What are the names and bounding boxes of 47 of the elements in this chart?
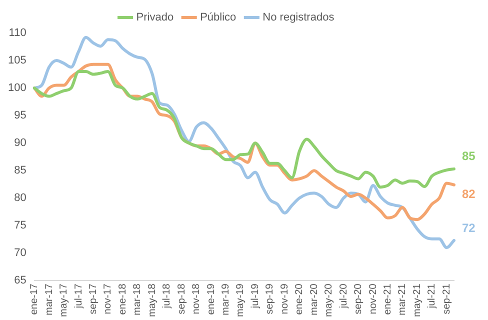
x-tick-label: mar-21 xyxy=(397,283,408,316)
x-tick-label: jul-17 xyxy=(73,283,84,310)
y-tick-label: 80 xyxy=(14,192,26,204)
x-tick-label: may-17 xyxy=(58,283,70,318)
x-tick-label: sep-19 xyxy=(264,283,276,314)
data-label: 72 xyxy=(462,220,476,235)
y-tick-label: 90 xyxy=(14,137,26,150)
y-tick-label: 70 xyxy=(14,247,26,260)
x-tick-label: jul-19 xyxy=(250,283,261,310)
x-tick-label: sep-20 xyxy=(353,283,364,314)
x-tick-label: nov-17 xyxy=(102,283,114,314)
x-tick-label: nov-19 xyxy=(279,283,290,314)
x-tick-label: may-18 xyxy=(146,283,158,318)
y-tick-label: 85 xyxy=(14,164,26,177)
x-tick-label: sep-17 xyxy=(88,283,99,314)
x-tick-label: ene-17 xyxy=(29,283,40,315)
y-tick-label: 65 xyxy=(14,274,26,287)
y-tick-label: 95 xyxy=(14,110,26,122)
x-tick-label: nov-18 xyxy=(191,283,202,314)
y-tick-label: 100 xyxy=(8,82,26,94)
x-tick-label: may-20 xyxy=(324,283,335,318)
x-tick-label: may-21 xyxy=(412,283,423,318)
legend-label: Público xyxy=(200,12,236,24)
x-tick-label: mar-17 xyxy=(44,283,55,316)
x-tick-label: nov-20 xyxy=(368,283,379,314)
x-tick-label: mar-18 xyxy=(132,283,144,316)
x-tick-label: jul-18 xyxy=(162,283,173,310)
y-tick-label: 75 xyxy=(14,220,26,232)
line-series xyxy=(32,36,456,250)
x-tick-label: ene-21 xyxy=(382,283,394,315)
x-tick-label: jul-20 xyxy=(338,283,350,310)
x-tick-label: mar-19 xyxy=(220,283,232,316)
x-tick-label: may-19 xyxy=(235,283,246,318)
y-tick-label: 110 xyxy=(8,27,26,40)
line-series xyxy=(32,70,456,189)
y-tick-label: 105 xyxy=(8,54,26,67)
legend-label: No registrados xyxy=(262,12,335,24)
x-tick-label: ene-18 xyxy=(117,283,128,315)
x-tick-label: jul-21 xyxy=(426,283,438,310)
x-tick-label: sep-18 xyxy=(176,283,188,314)
data-label: 85 xyxy=(462,149,476,164)
legend-label: Privado xyxy=(136,12,174,24)
data-label: 82 xyxy=(462,187,476,202)
x-tick-label: sep-21 xyxy=(441,283,452,314)
x-tick-label: ene-20 xyxy=(294,283,306,315)
x-tick-label: ene-19 xyxy=(206,283,217,315)
x-tick-label: mar-20 xyxy=(308,283,320,316)
